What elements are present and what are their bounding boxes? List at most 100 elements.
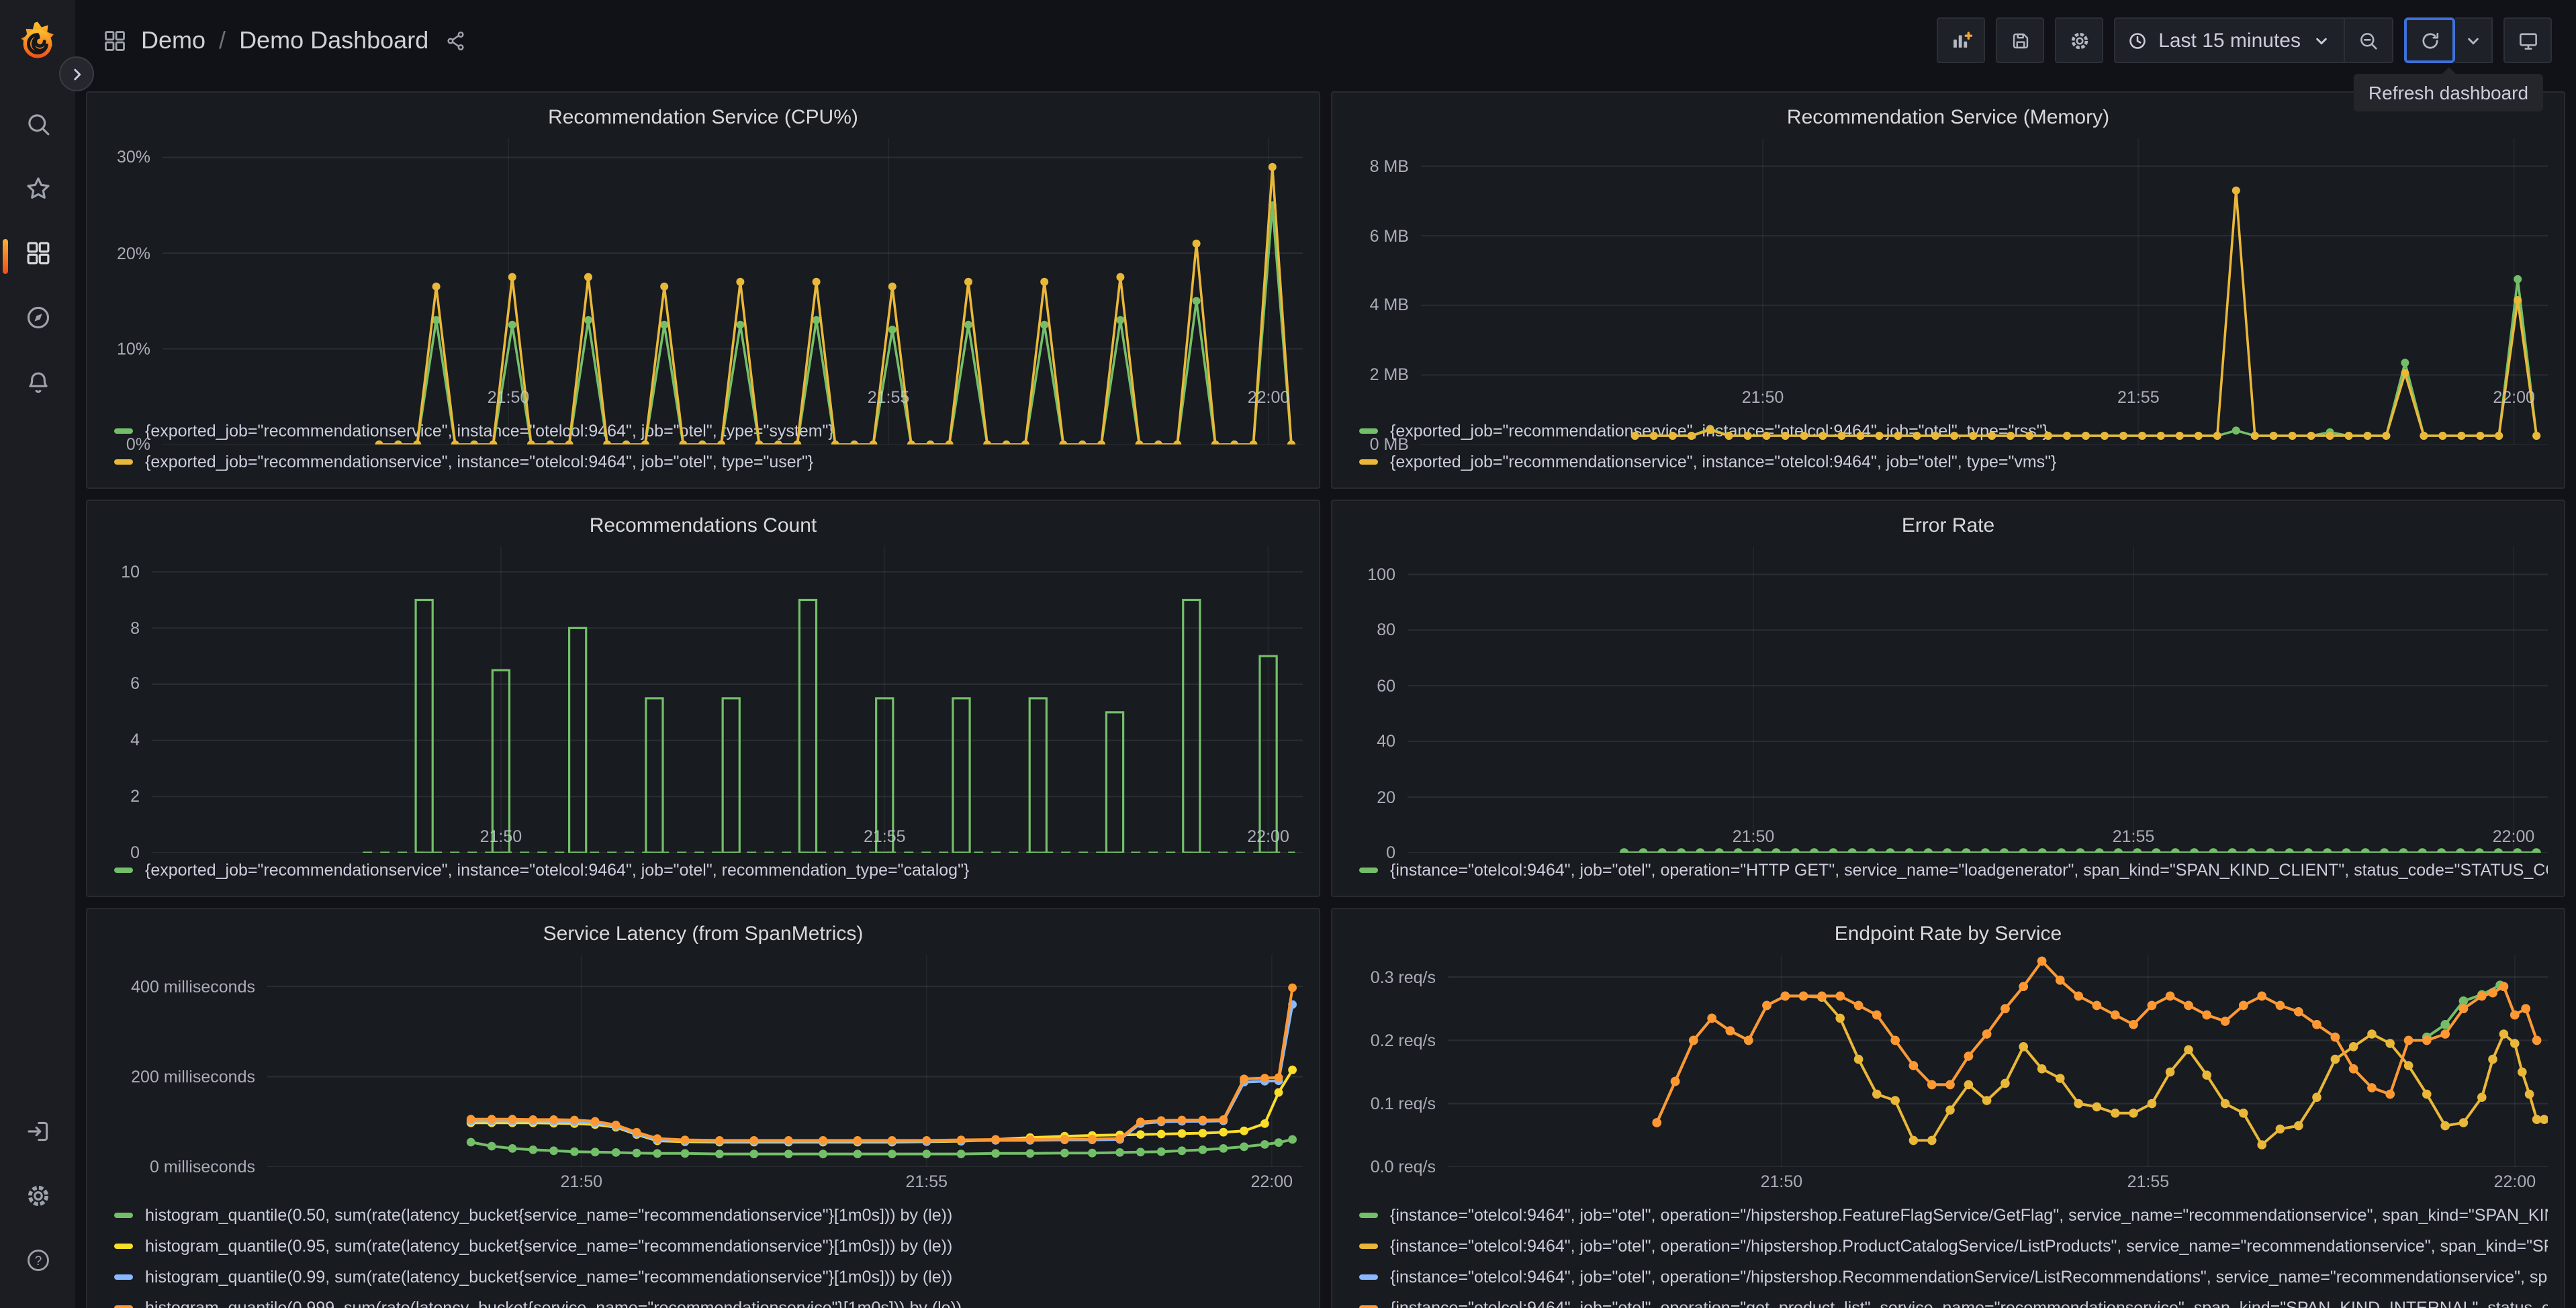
legend-item[interactable]: {instance="otelcol:9464", job="otel", op… (1359, 854, 2548, 885)
legend-item[interactable]: {instance="otelcol:9464", job="otel", op… (1359, 1199, 2548, 1230)
breadcrumb-separator: / (219, 26, 226, 53)
x-tick-label: 21:55 (2117, 388, 2160, 407)
legend-item[interactable]: {instance="otelcol:9464", job="otel", op… (1359, 1261, 2548, 1292)
sidebar-expand-button[interactable] (59, 56, 94, 91)
save-dashboard-button[interactable] (1996, 17, 2045, 63)
legend-swatch (1359, 428, 1378, 433)
panel-title[interactable]: Recommendation Service (Memory) (1786, 106, 2110, 129)
time-range-picker[interactable]: Last 15 minutes (2114, 17, 2345, 63)
svg-text:?: ? (34, 1254, 42, 1268)
sidebar-item-dashboards[interactable] (3, 231, 66, 282)
legend-item[interactable]: histogram_quantile(0.99, sum(rate(latenc… (114, 1261, 1303, 1292)
add-panel-button[interactable] (1937, 17, 1986, 63)
y-tick-label: 0 (130, 843, 140, 862)
x-tick-label: 21:50 (560, 1172, 602, 1191)
y-tick-label: 0 MB (1369, 435, 1409, 454)
legend-label: histogram_quantile(0.50, sum(rate(latenc… (145, 1205, 953, 1224)
plot-area[interactable] (152, 547, 1303, 853)
sidebar-item-sign-in[interactable] (9, 1109, 66, 1160)
sign-in-icon (24, 1117, 52, 1152)
breadcrumb-folder[interactable]: Demo (141, 26, 206, 53)
legend-label: histogram_quantile(0.99, sum(rate(latenc… (145, 1267, 953, 1286)
panel-recommendation-memory: Recommendation Service (Memory) 0 MB 2 MB… (1331, 91, 2565, 489)
refresh-interval-dropdown[interactable] (2455, 17, 2493, 63)
chart-canvas (163, 138, 1303, 445)
legend-swatch (1359, 867, 1378, 872)
x-tick-label: 22:00 (2493, 388, 2535, 407)
sidebar-item-starred[interactable] (9, 167, 66, 218)
x-tick-label: 22:00 (2493, 1172, 2536, 1191)
legend-swatch (114, 1212, 133, 1217)
y-tick-label: 80 (1377, 620, 1395, 640)
plot-area[interactable] (267, 955, 1303, 1167)
x-axis: 21:50 21:55 22:00 (1421, 383, 2548, 412)
y-axis: 0 MB 2 MB 4 MB 6 MB 8 MB (1348, 138, 1421, 454)
legend-label: histogram_quantile(0.95, sum(rate(latenc… (145, 1236, 953, 1255)
x-tick-label: 21:55 (905, 1172, 948, 1191)
y-tick-label: 6 MB (1369, 226, 1409, 246)
help-icon: ? (24, 1246, 52, 1281)
legend-item[interactable]: {exported_job="recommendationservice", i… (1359, 446, 2548, 477)
x-axis: 21:50 21:55 22:00 (267, 1167, 1303, 1197)
y-axis: 0 milliseconds 200 milliseconds 400 millis… (103, 955, 267, 1176)
y-tick-label: 0.0 req/s (1370, 1158, 1436, 1176)
y-tick-label: 10% (116, 339, 150, 359)
refresh-dashboard-button[interactable] (2404, 17, 2455, 63)
x-tick-label: 21:55 (2112, 827, 2155, 846)
y-tick-label: 0.2 req/s (1370, 1031, 1436, 1050)
panel-endpoint-rate: Endpoint Rate by Service 0.0 req/s 0.1 re… (1331, 908, 2565, 1308)
panel-title[interactable]: Recommendation Service (CPU%) (548, 106, 858, 129)
breadcrumb-dashboard[interactable]: Demo Dashboard (239, 26, 429, 53)
x-tick-label: 22:00 (1247, 827, 1289, 846)
breadcrumb: Demo / Demo Dashboard (102, 26, 467, 54)
y-tick-label: 0.3 req/s (1370, 968, 1436, 986)
legend-label: {instance="otelcol:9464", job="otel", op… (1390, 1205, 2548, 1224)
y-tick-label: 8 (130, 618, 140, 638)
legend-item[interactable]: histogram_quantile(0.999, sum(rate(laten… (114, 1292, 1303, 1308)
panel-service-latency: Service Latency (from SpanMetrics) 0 mil… (86, 908, 1320, 1308)
legend-swatch (114, 867, 133, 872)
dashboards-grid-icon (24, 239, 52, 274)
y-axis: 0.0 req/s 0.1 req/s 0.2 req/s 0.3 req/s (1348, 955, 1448, 1176)
y-tick-label: 20% (116, 244, 150, 263)
plot-area[interactable] (1448, 955, 2548, 1167)
plot-area[interactable] (163, 138, 1303, 445)
y-tick-label: 60 (1377, 676, 1395, 696)
legend-item[interactable]: {exported_job="recommendationservice", i… (114, 854, 1303, 885)
share-icon[interactable] (445, 29, 467, 52)
y-tick-label: 0 milliseconds (149, 1158, 255, 1176)
panel-title[interactable]: Endpoint Rate by Service (1834, 923, 2062, 945)
panel-recommendations-count: Recommendations Count 0 2 4 6 8 10 21:50 21:55… (86, 500, 1320, 897)
legend-item[interactable]: {exported_job="recommendationservice", i… (114, 446, 1303, 477)
sidebar-item-settings[interactable] (9, 1174, 66, 1225)
legend-label: {instance="otelcol:9464", job="otel", op… (1390, 1298, 2548, 1308)
panel-title[interactable]: Error Rate (1901, 514, 1995, 537)
y-tick-label: 0 (1386, 843, 1395, 862)
legend-item[interactable]: histogram_quantile(0.95, sum(rate(latenc… (114, 1230, 1303, 1261)
legend-swatch (1359, 1274, 1378, 1279)
zoom-out-time-button[interactable] (2345, 17, 2393, 63)
y-tick-label: 4 (130, 731, 140, 750)
panel-title[interactable]: Service Latency (from SpanMetrics) (543, 923, 864, 945)
grafana-logo-icon[interactable] (13, 19, 62, 67)
star-icon (24, 175, 52, 209)
plot-area[interactable] (1408, 547, 2548, 853)
sidebar-item-search[interactable] (9, 102, 66, 153)
legend-item[interactable]: histogram_quantile(0.50, sum(rate(latenc… (114, 1199, 1303, 1230)
sidebar-item-explore[interactable] (9, 295, 66, 346)
legend-swatch (114, 428, 133, 433)
chevron-down-icon (2310, 29, 2333, 52)
dashboard-settings-button[interactable] (2055, 17, 2104, 63)
plot-area[interactable] (1421, 138, 2548, 445)
panel-title[interactable]: Recommendations Count (589, 514, 817, 537)
y-tick-label: 2 MB (1369, 365, 1409, 385)
legend-item[interactable]: {instance="otelcol:9464", job="otel", op… (1359, 1292, 2548, 1308)
sidebar: ? (0, 0, 75, 1308)
legend-item[interactable]: {instance="otelcol:9464", job="otel", op… (1359, 1230, 2548, 1261)
legend-label: {instance="otelcol:9464", job="otel", op… (1390, 1267, 2548, 1286)
sidebar-item-help[interactable]: ? (9, 1238, 66, 1289)
y-tick-label: 10 (121, 562, 140, 581)
sidebar-item-alerting[interactable] (9, 360, 66, 411)
kiosk-mode-button[interactable] (2503, 17, 2552, 63)
legend-item[interactable]: {exported_job="recommendationservice", i… (114, 415, 1303, 446)
